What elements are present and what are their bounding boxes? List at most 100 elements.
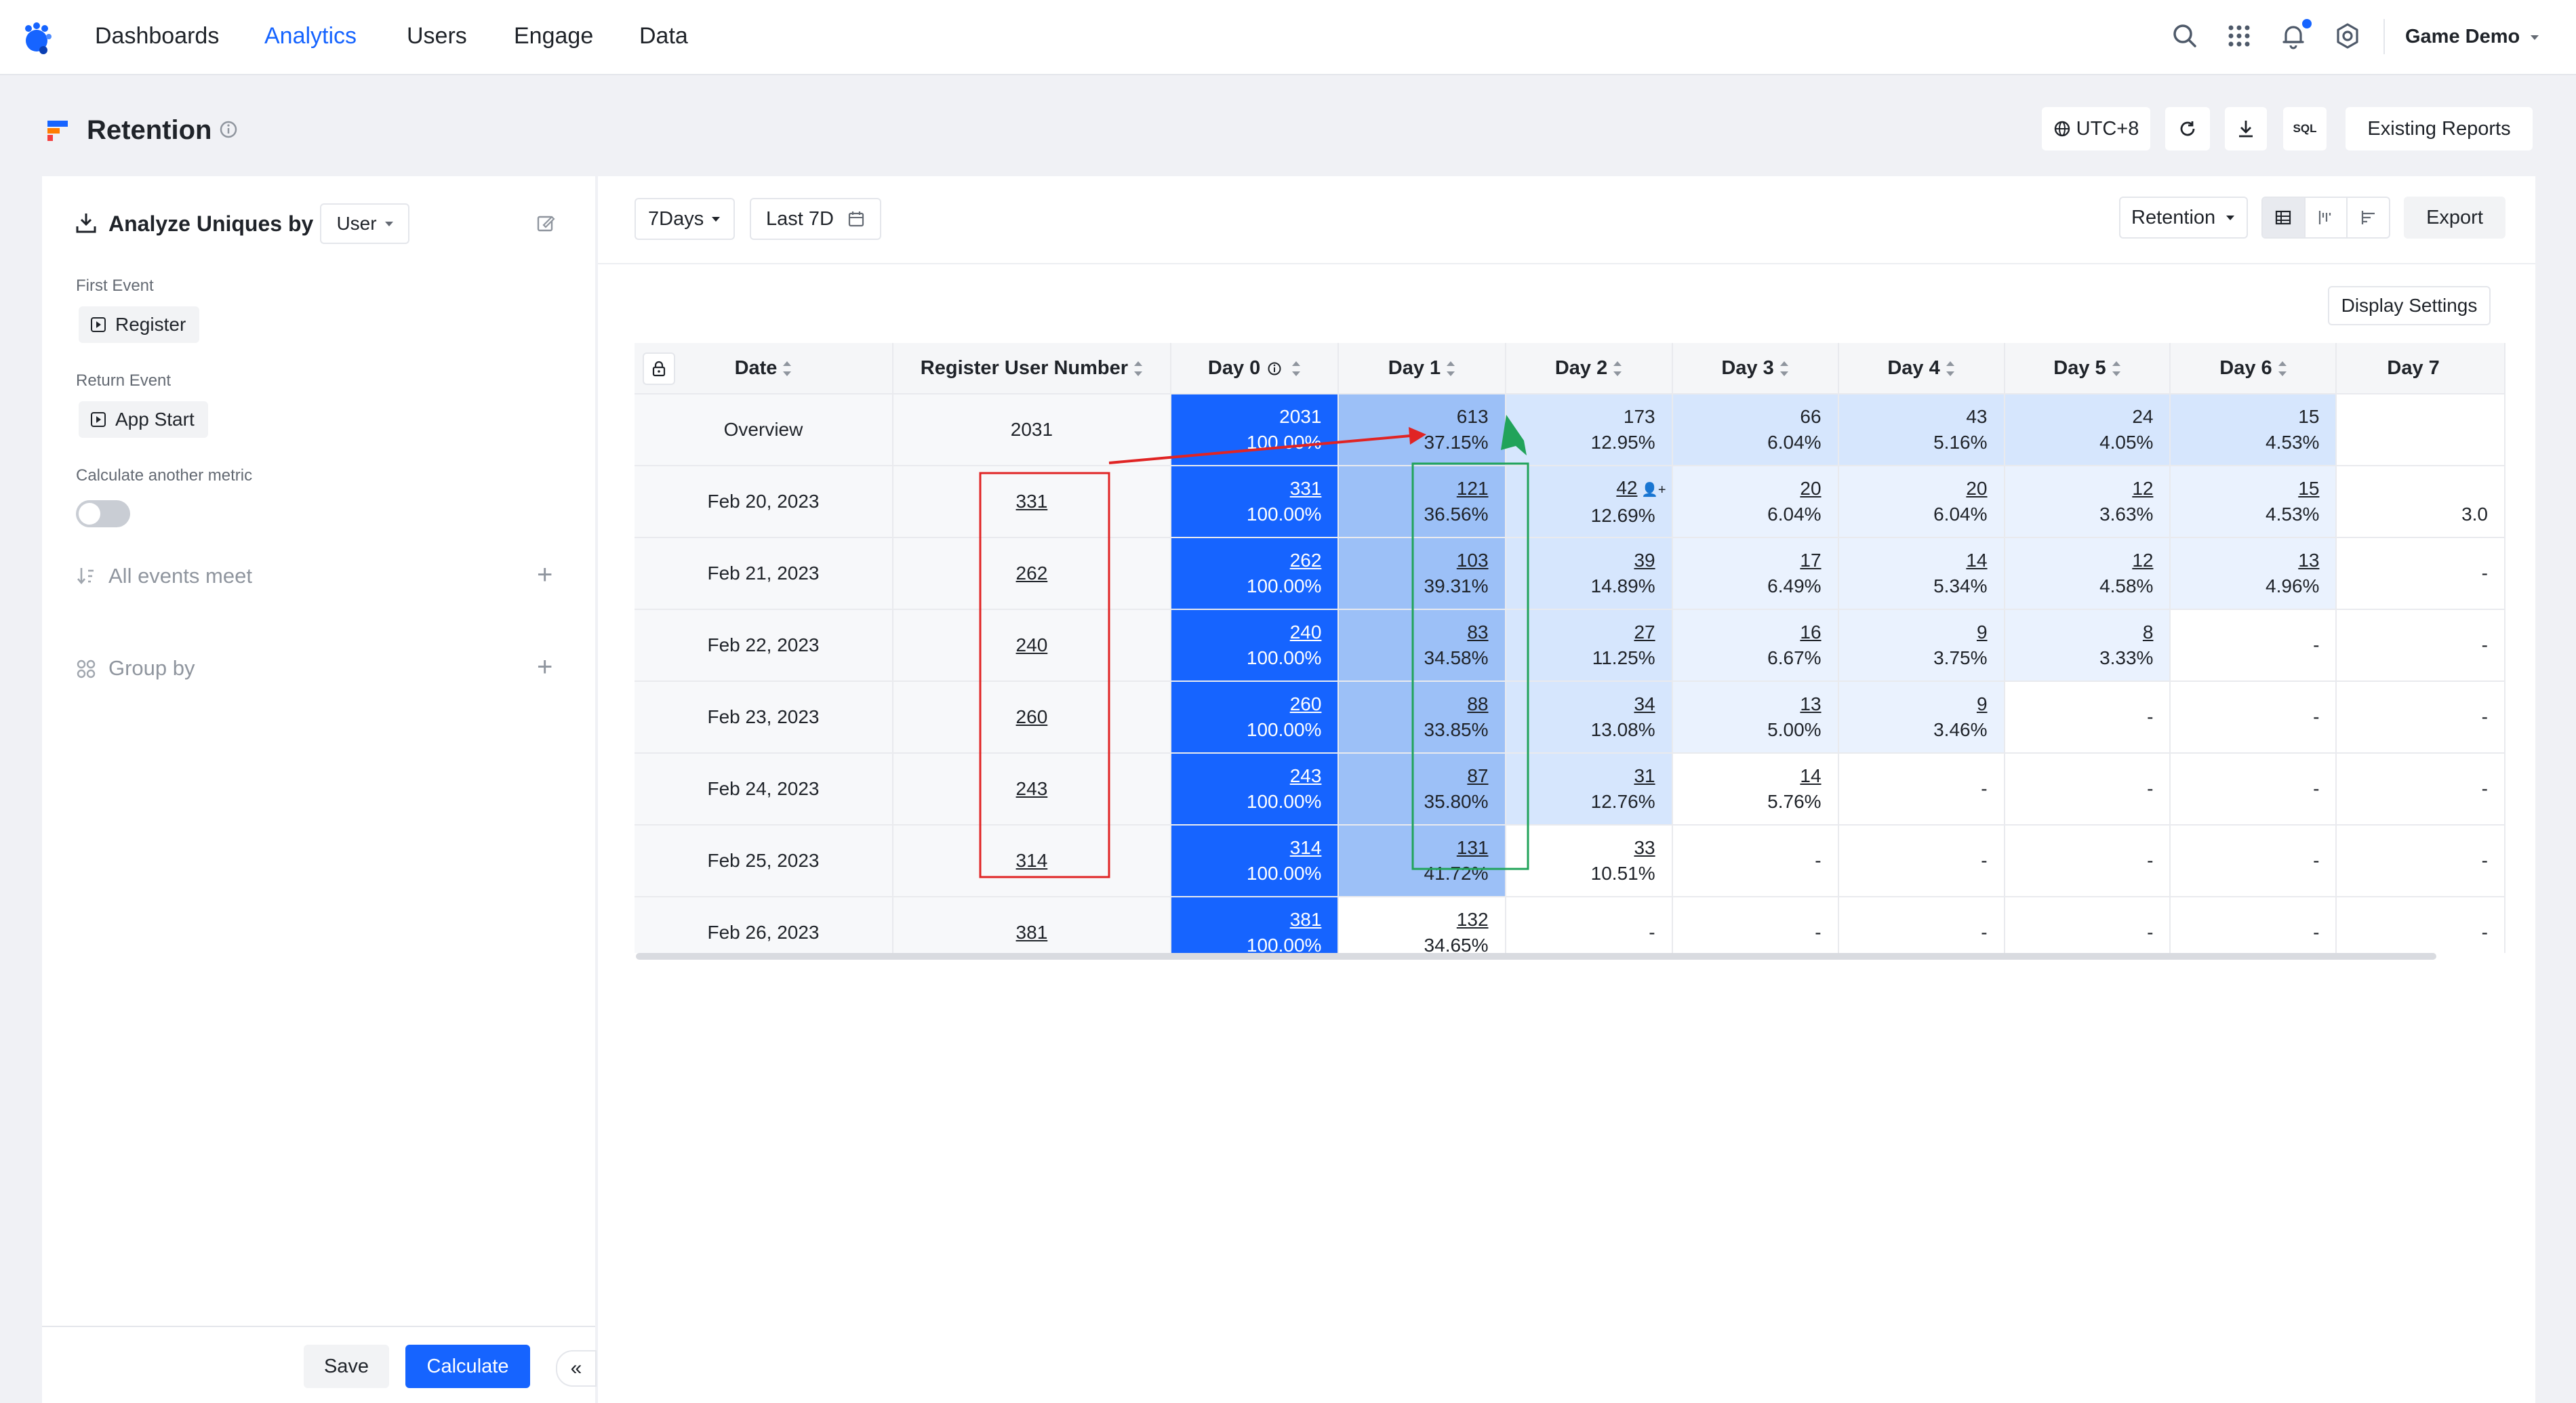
register-user-value[interactable]: 243	[1015, 778, 1048, 799]
day-1-cell[interactable]: 88 33.85%	[1338, 681, 1506, 754]
first-event-chip[interactable]: Register	[79, 306, 200, 343]
calculate-button[interactable]: Calculate	[405, 1345, 530, 1388]
date-range-picker[interactable]: Last 7D	[750, 198, 881, 240]
bar-chart-view-button[interactable]	[2303, 198, 2347, 237]
nav-dashboards[interactable]: Dashboards	[95, 23, 220, 49]
day-4-cell[interactable]: 20 6.04%	[1838, 466, 2005, 538]
retained-count[interactable]: 20	[1800, 478, 1822, 499]
retained-count[interactable]: 9	[1976, 622, 1988, 643]
retained-count[interactable]: 27	[1634, 622, 1655, 643]
day-1-cell[interactable]: 87 35.80%	[1338, 753, 1506, 826]
retained-count[interactable]: 17	[1800, 550, 1822, 571]
register-user-cell[interactable]: 260	[892, 681, 1171, 754]
retained-count[interactable]: 88	[1467, 693, 1489, 714]
retained-count[interactable]: 13	[1800, 693, 1822, 714]
download-button[interactable]	[2225, 107, 2267, 150]
retained-count[interactable]: 131	[1456, 837, 1489, 858]
notification-bell-icon[interactable]	[2278, 20, 2309, 52]
register-user-number-header[interactable]: Register User Number	[892, 343, 1171, 394]
export-button[interactable]: Export	[2404, 197, 2505, 239]
retained-count[interactable]: 15	[2298, 478, 2320, 499]
funnel-view-button[interactable]	[2346, 198, 2389, 237]
sort-icon[interactable]	[1133, 361, 1143, 376]
retained-count[interactable]: 12	[2132, 550, 2154, 571]
day-0-header[interactable]: Day 0	[1170, 343, 1340, 394]
day-3-cell[interactable]: 20 6.04%	[1672, 466, 1839, 538]
save-button[interactable]: Save	[304, 1345, 389, 1388]
app-logo-icon[interactable]	[19, 19, 57, 57]
retained-count[interactable]: 87	[1467, 765, 1489, 786]
day-2-cell[interactable]: 33 10.51%	[1505, 825, 1673, 897]
register-user-cell[interactable]: 243	[892, 753, 1171, 826]
day-1-cell[interactable]: 83 34.58%	[1338, 609, 1506, 682]
retained-count[interactable]: 132	[1456, 909, 1489, 930]
sort-icon[interactable]	[1291, 361, 1301, 376]
day-1-cell[interactable]: 132 34.65%	[1338, 897, 1506, 953]
retained-count[interactable]: 9	[1976, 693, 1988, 714]
nav-users[interactable]: Users	[407, 23, 467, 49]
sort-icon[interactable]	[1946, 361, 1955, 376]
retained-count[interactable]: 42	[1616, 476, 1638, 498]
collapse-panel-button[interactable]: «	[556, 1350, 597, 1387]
day-7-header[interactable]: Day 7	[2336, 343, 2505, 394]
date-column-header[interactable]: Date	[635, 343, 893, 394]
day-5-cell[interactable]: 12 4.58%	[2004, 537, 2171, 610]
info-icon[interactable]	[218, 119, 239, 140]
return-event-chip[interactable]: App Start	[79, 401, 208, 438]
retained-count[interactable]: 381	[1289, 909, 1322, 930]
retained-count[interactable]: 243	[1289, 765, 1322, 786]
day-3-header[interactable]: Day 3	[1672, 343, 1839, 394]
day-2-header[interactable]: Day 2	[1505, 343, 1673, 394]
register-user-cell[interactable]: 331	[892, 466, 1171, 538]
day-4-header[interactable]: Day 4	[1838, 343, 2005, 394]
info-icon[interactable]	[1267, 361, 1282, 376]
register-user-value[interactable]: 314	[1015, 850, 1048, 871]
day-5-cell[interactable]: 8 3.33%	[2004, 609, 2171, 682]
day-7-cell[interactable]: 3.0	[2336, 466, 2505, 538]
day-1-cell[interactable]: 103 39.31%	[1338, 537, 1506, 610]
day-3-cell[interactable]: 14 5.76%	[1672, 753, 1839, 826]
day-4-cell[interactable]: 9 3.46%	[1838, 681, 2005, 754]
sort-icon[interactable]	[1779, 361, 1789, 376]
day-3-cell[interactable]: 16 6.67%	[1672, 609, 1839, 682]
refresh-button[interactable]	[2165, 107, 2210, 150]
register-user-value[interactable]: 262	[1015, 563, 1048, 584]
retained-count[interactable]: 34	[1634, 693, 1655, 714]
nav-data[interactable]: Data	[639, 23, 688, 49]
day-2-cell[interactable]: 42 👤+ 12.69%	[1505, 466, 1673, 538]
retained-count[interactable]: 31	[1634, 765, 1655, 786]
retained-count[interactable]: 39	[1634, 550, 1655, 571]
day-1-cell[interactable]: 121 36.56%	[1338, 466, 1506, 538]
register-user-cell[interactable]: 240	[892, 609, 1171, 682]
register-user-cell[interactable]: 314	[892, 825, 1171, 897]
register-user-cell[interactable]: 381	[892, 897, 1171, 953]
metric-dropdown[interactable]: Retention	[2119, 197, 2248, 239]
day-0-cell[interactable]: 243 100.00%	[1170, 753, 1340, 826]
day-6-cell[interactable]: 13 4.96%	[2170, 537, 2337, 610]
retained-count[interactable]: 13	[2298, 550, 2320, 571]
edit-query-icon[interactable]	[536, 213, 556, 233]
sql-button[interactable]: SQL	[2283, 107, 2327, 150]
add-group-by-icon[interactable]: +	[537, 652, 553, 682]
calculate-metric-toggle[interactable]	[76, 500, 130, 527]
lock-column-button[interactable]	[643, 352, 675, 385]
day-5-header[interactable]: Day 5	[2004, 343, 2171, 394]
day-2-cell[interactable]: 27 11.25%	[1505, 609, 1673, 682]
day-6-cell[interactable]: 15 4.53%	[2170, 466, 2337, 538]
day-2-cell[interactable]: 39 14.89%	[1505, 537, 1673, 610]
sort-icon[interactable]	[1613, 361, 1622, 376]
nav-analytics[interactable]: Analytics	[264, 23, 357, 49]
day-2-cell[interactable]: 34 13.08%	[1505, 681, 1673, 754]
register-user-cell[interactable]: 262	[892, 537, 1171, 610]
day-0-cell[interactable]: 314 100.00%	[1170, 825, 1340, 897]
register-user-value[interactable]: 240	[1015, 634, 1048, 655]
retained-count[interactable]: 14	[1966, 550, 1988, 571]
day-0-cell[interactable]: 240 100.00%	[1170, 609, 1340, 682]
sort-icon[interactable]	[2278, 361, 2287, 376]
timezone-button[interactable]: UTC+8	[2042, 107, 2150, 150]
retained-count[interactable]: 331	[1289, 478, 1322, 499]
register-user-value[interactable]: 331	[1015, 491, 1048, 512]
retained-count[interactable]: 20	[1966, 478, 1988, 499]
add-to-cohort-icon[interactable]: 👤+	[1637, 482, 1666, 497]
nav-engage[interactable]: Engage	[514, 23, 594, 49]
